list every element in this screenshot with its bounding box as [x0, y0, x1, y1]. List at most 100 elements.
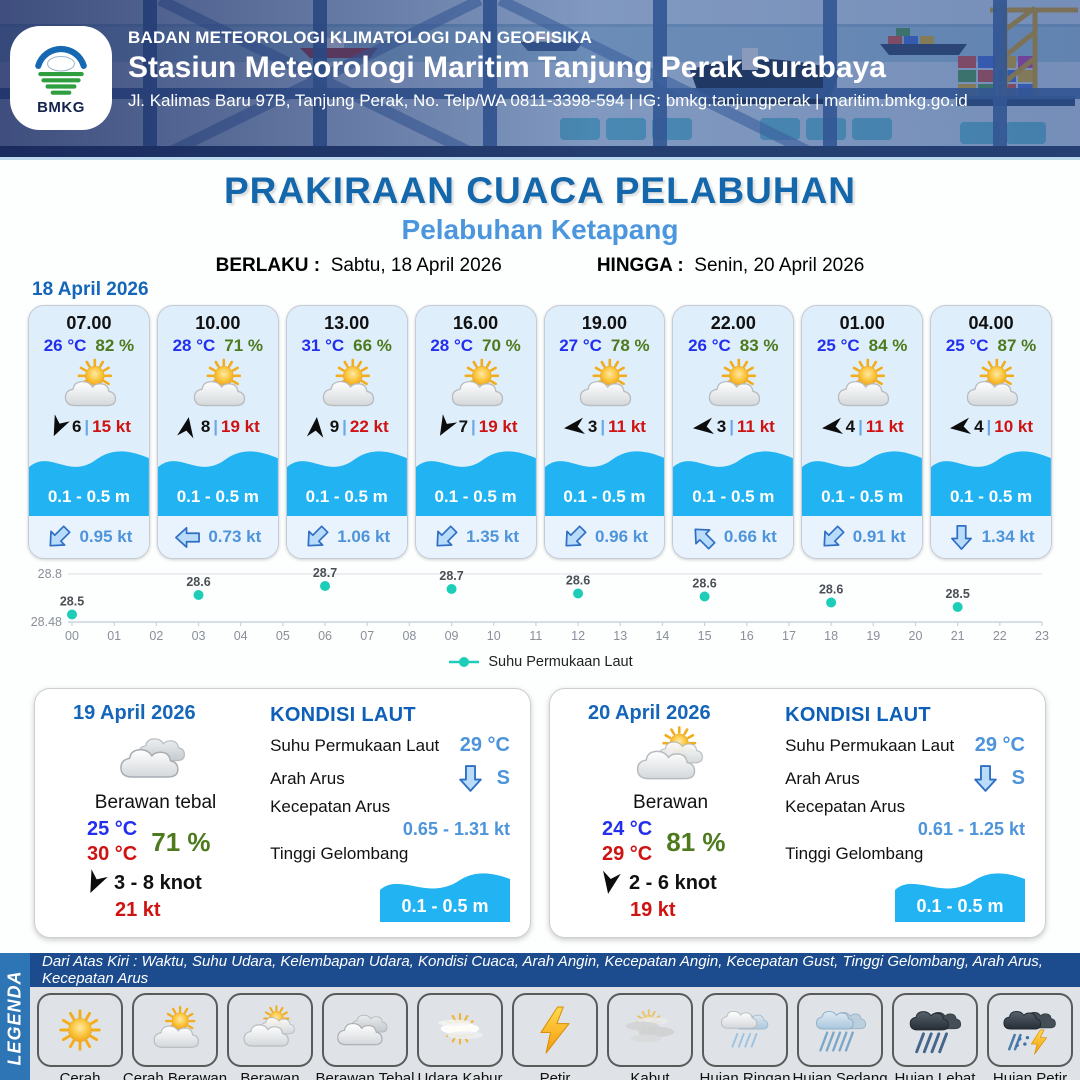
- legend-icon-box: [227, 993, 313, 1067]
- svg-text:05: 05: [276, 629, 290, 643]
- wind-row: 2 - 6 knot: [598, 870, 771, 895]
- air-temp: 25 °C: [816, 336, 860, 355]
- forecast-section: 18 April 2026 07.00 26 °C 82 % 6 | 15 kt…: [0, 279, 1080, 559]
- wave-height-box: 0.1 - 0.5 m: [895, 866, 1025, 922]
- current-row: 0.96 kt: [544, 516, 665, 558]
- contact-line: Jl. Kalimas Baru 97B, Tanjung Perak, No.…: [128, 91, 968, 110]
- daily-cards-row: 19 April 2026 Berawan tebal 25 °C 30 °C …: [0, 688, 1080, 938]
- forecast-card: 13.00 31 °C 66 % 9 | 22 kt 0.1 - 0.5 m 1…: [285, 305, 408, 559]
- chart-series-name: Suhu Permukaan Laut: [488, 654, 633, 670]
- svg-text:28.7: 28.7: [313, 566, 337, 580]
- air-temp: 27 °C: [559, 336, 602, 355]
- current-speed: 1.35 kt: [466, 527, 520, 546]
- current-direction-icon: [694, 527, 716, 550]
- legend-caption: Dari Atas Kiri : Waktu, Suhu Udara, Kele…: [30, 953, 1080, 987]
- forecast-time: 22.00: [710, 313, 756, 333]
- wind-row: 3 - 8 knot: [83, 869, 256, 895]
- current-direction-icon: [436, 524, 458, 547]
- legend-item: Hujan Lebat: [890, 993, 980, 1080]
- current-direction-icon: [565, 524, 587, 547]
- legend-item: Hujan Sedang: [792, 993, 888, 1080]
- current-speed: 0.91 kt: [852, 527, 906, 546]
- current-speed-value: 0.61 - 1.25 kt: [917, 819, 1025, 839]
- air-temp: 28 °C: [172, 336, 216, 355]
- legend-label: Cerah Berawan: [122, 1070, 228, 1080]
- sst-value: 29 °C: [459, 734, 510, 756]
- svg-text:08: 08: [402, 629, 416, 643]
- current-direction-icon: [307, 524, 329, 547]
- temp-humidity: 28 °C 71 %: [173, 336, 263, 356]
- current-direction-icon: [823, 524, 845, 547]
- weather-icon-berawan-tebal: [337, 1014, 388, 1046]
- wave-icon: [802, 451, 923, 516]
- current-speed: 0.66 kt: [723, 527, 777, 546]
- humidity: 66 %: [353, 336, 392, 355]
- forecast-time: 07.00: [66, 313, 112, 333]
- svg-text:28.8: 28.8: [38, 567, 62, 581]
- bmkg-logo: BMKG: [10, 26, 112, 130]
- wind-direction-icon: [821, 417, 843, 434]
- svg-text:28.6: 28.6: [692, 577, 716, 591]
- humidity: 71 %: [224, 336, 264, 355]
- current-speed: 0.96 kt: [594, 527, 648, 546]
- wind-direction-icon: [692, 417, 714, 434]
- gust-speed: 19 kt: [478, 417, 518, 436]
- legend-icon-box: [417, 993, 503, 1067]
- svg-text:15: 15: [698, 629, 712, 643]
- svg-text:28.5: 28.5: [60, 595, 84, 609]
- gust-speed: 22 kt: [349, 417, 389, 436]
- svg-text:28.5: 28.5: [945, 587, 969, 601]
- humidity: 84 %: [868, 336, 908, 355]
- wind-range: 3 - 8 knot: [114, 871, 202, 894]
- svg-text:28.6: 28.6: [186, 575, 210, 589]
- wave-icon: [931, 451, 1051, 516]
- forecast-time: 01.00: [839, 313, 885, 333]
- sea-conditions: KONDISI LAUT Suhu Permukaan Laut 29 °C A…: [771, 702, 1027, 927]
- weather-icon-berawan: [243, 1005, 295, 1047]
- daily-date: 20 April 2026: [588, 702, 711, 724]
- svg-text:28.6: 28.6: [819, 583, 843, 597]
- current-row: 1.35 kt: [415, 516, 536, 558]
- svg-text:10: 10: [487, 629, 501, 643]
- svg-text:16: 16: [740, 629, 754, 643]
- wind-speed: 3: [716, 417, 727, 436]
- legend-item: Cerah: [35, 993, 125, 1080]
- wave-height: 0.1 - 0.5 m: [401, 896, 489, 916]
- svg-text:13: 13: [613, 629, 627, 643]
- wave-icon: [544, 451, 665, 516]
- forecast-time: 19.00: [581, 313, 627, 333]
- svg-text:09: 09: [445, 629, 459, 643]
- wave-height: 0.1 - 0.5 m: [692, 487, 775, 506]
- wind-speed: 7: [458, 417, 469, 436]
- wind-direction-icon: [306, 416, 324, 438]
- forecast-time: 13.00: [324, 313, 370, 333]
- wave-height: 0.1 - 0.5 m: [563, 487, 646, 506]
- svg-text:28.6: 28.6: [566, 574, 590, 588]
- svg-text:11: 11: [529, 629, 542, 643]
- wind-direction-icon: [90, 869, 108, 893]
- humidity: 78 %: [610, 336, 650, 355]
- legend-label: Udara Kabur: [417, 1070, 503, 1080]
- weather-icon-hujan-petir: [1003, 1010, 1056, 1055]
- legend-label: Berawan Tebal: [315, 1070, 415, 1080]
- legend-label: Kabut: [630, 1070, 670, 1080]
- svg-text:06: 06: [318, 629, 332, 643]
- legend-icon-box: [607, 993, 693, 1067]
- forecast-card: 16.00 28 °C 70 % 7 | 19 kt 0.1 - 0.5 m 1…: [414, 305, 537, 559]
- port-name: Pelabuhan Ketapang: [401, 214, 679, 245]
- weather-icon-cerah-berawan: [709, 358, 761, 407]
- legend-item: Udara Kabur: [415, 993, 505, 1080]
- chart-legend: Suhu Permukaan Laut: [20, 654, 1060, 670]
- wave-icon: [673, 451, 794, 516]
- humidity: 71 %: [151, 826, 211, 857]
- forecast-card: 07.00 26 °C 82 % 6 | 15 kt 0.1 - 0.5 m 0…: [28, 305, 150, 559]
- svg-text:03: 03: [192, 629, 206, 643]
- wave-icon: [895, 873, 1025, 922]
- wave-height-box: 0.1 - 0.5 m: [380, 866, 510, 922]
- wind-direction-icon: [53, 414, 70, 437]
- weather-icon-kabut: [625, 1009, 675, 1043]
- forecast-card: 19.00 27 °C 78 % 3 | 11 kt 0.1 - 0.5 m 0…: [543, 305, 666, 559]
- humidity: 70 %: [482, 336, 521, 355]
- weather-icon: [950, 357, 1032, 415]
- wave-height-band: 0.1 - 0.5 m: [931, 440, 1051, 516]
